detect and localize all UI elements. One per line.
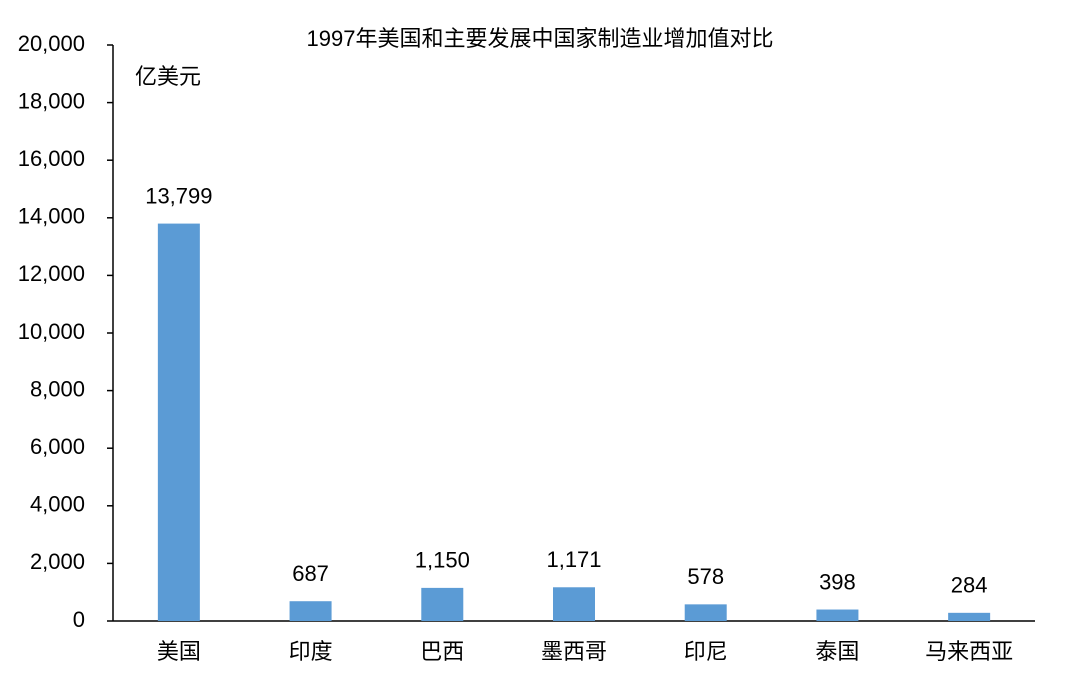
y-tick-label: 20,000 (18, 31, 85, 56)
value-label: 284 (951, 573, 988, 598)
value-label: 398 (819, 569, 856, 594)
value-label: 1,150 (415, 548, 470, 573)
y-tick-label: 18,000 (18, 88, 85, 113)
bar (684, 604, 727, 621)
bar (157, 223, 200, 621)
chart-title: 1997年美国和主要发展中国家制造业增加值对比 (307, 26, 774, 51)
y-tick-label: 4,000 (30, 492, 85, 517)
value-label: 1,171 (546, 547, 601, 572)
y-tick-label: 12,000 (18, 261, 85, 286)
bar (421, 587, 464, 621)
x-tick-label: 印尼 (684, 639, 728, 664)
x-tick-label: 巴西 (420, 639, 464, 664)
value-label: 687 (292, 561, 329, 586)
y-tick-label: 2,000 (30, 549, 85, 574)
value-label: 578 (687, 564, 724, 589)
x-tick-label: 墨西哥 (541, 639, 607, 664)
bar (289, 601, 332, 621)
y-tick-label: 16,000 (18, 146, 85, 171)
bar (553, 587, 595, 621)
bar (948, 612, 991, 621)
y-tick-label: 14,000 (18, 204, 85, 229)
y-axis-unit: 亿美元 (135, 64, 201, 89)
x-tick-label: 马来西亚 (925, 639, 1013, 664)
x-tick-label: 泰国 (815, 639, 859, 664)
y-tick-label: 8,000 (30, 376, 85, 401)
y-tick-label: 6,000 (30, 434, 85, 459)
x-tick-label: 印度 (289, 639, 333, 664)
y-tick-label: 10,000 (18, 319, 85, 344)
bar (816, 609, 859, 621)
value-label: 13,799 (145, 183, 212, 208)
y-tick-label: 0 (73, 607, 85, 632)
x-tick-label: 美国 (157, 639, 201, 664)
